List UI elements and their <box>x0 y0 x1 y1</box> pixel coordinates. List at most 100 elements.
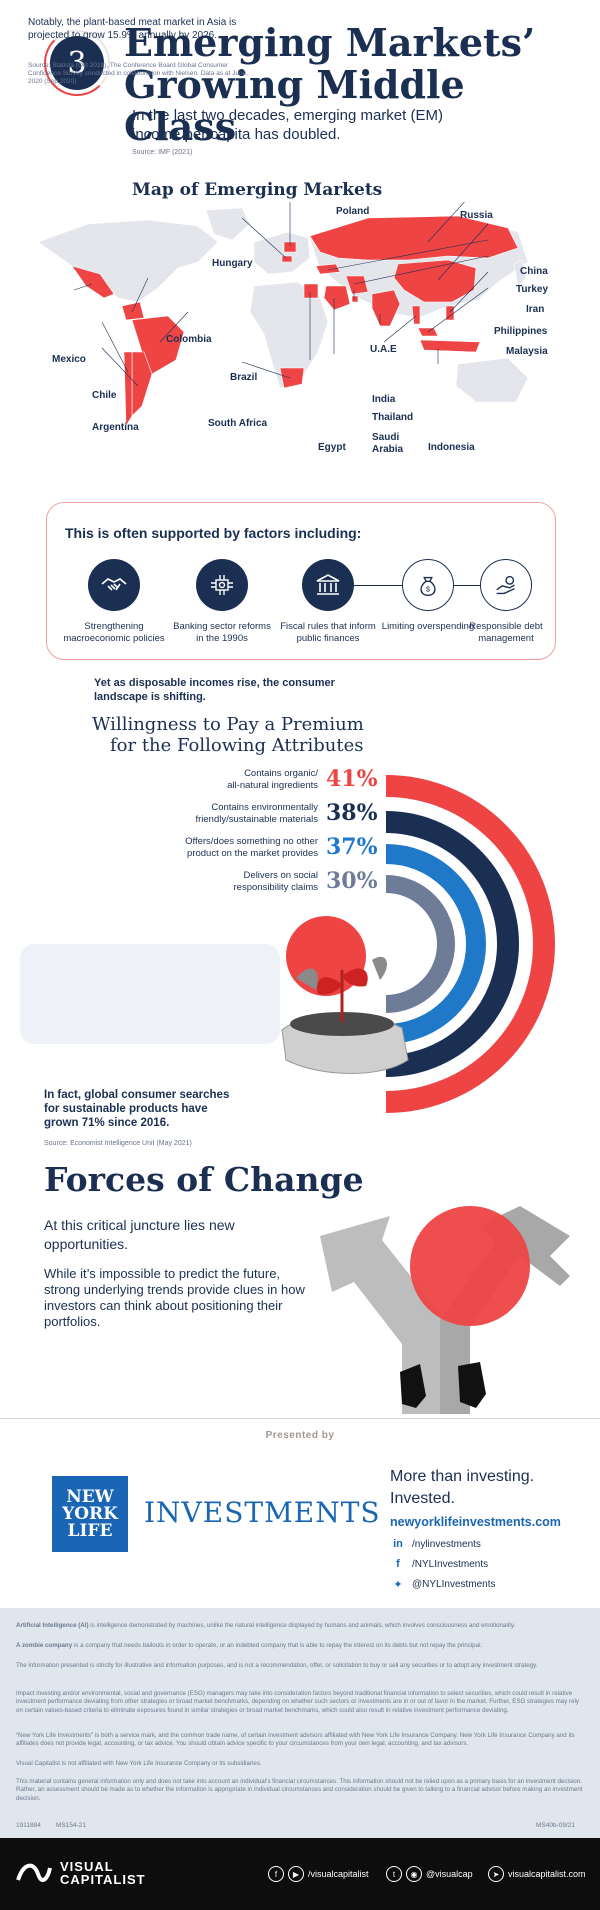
bank-network-icon <box>196 559 248 611</box>
map-label-hungary: Hungary <box>212 258 253 269</box>
visual-capitalist-logo[interactable]: VISUAL CAPITALIST <box>16 1858 146 1888</box>
footer-twitter-instagram-link[interactable]: t ◉ @visualcap <box>386 1866 473 1882</box>
map-label-iran: Iran <box>526 304 545 315</box>
sponsor-facebook-link[interactable]: f /NYLInvestments <box>392 1558 488 1570</box>
disclaimer-zombie: A zombie company is a company that needs… <box>16 1642 483 1649</box>
section-divider <box>0 1418 600 1419</box>
disclaimer-esg: Impact investing and/or environmental, s… <box>16 1690 579 1714</box>
attribute-percent: 38% <box>326 800 378 826</box>
attribute-label: Contains environmentally friendly/sustain… <box>195 802 318 825</box>
sponsor-tagline: More than investing. Invested. <box>390 1468 535 1507</box>
footer-website-link[interactable]: ➤ visualcapitalist.com <box>488 1866 586 1882</box>
map-label-argentina: Argentina <box>92 422 139 433</box>
disclaimer-nyl: “New York Life Investments” is both a se… <box>16 1732 575 1748</box>
factor-item: Banking sector reforms in the 1990s <box>171 559 273 645</box>
disclaimer-ai: Artificial Intelligence (AI) is intellig… <box>16 1622 516 1629</box>
disclaimer-general: This material contains general informati… <box>16 1778 583 1802</box>
page-title: Emerging Markets’ Growing Middle Class <box>124 22 584 148</box>
footer: VISUAL CAPITALIST f ▶ /visualcapitalist t… <box>0 1838 600 1910</box>
investments-wordmark: INVESTMENTS <box>144 1496 381 1529</box>
willingness-title: Willingness to Pay a Premium for the Fol… <box>92 714 392 756</box>
forces-lead: At this critical juncture lies new oppor… <box>44 1217 235 1252</box>
factor-label: Banking sector reforms in the 1990s <box>173 621 271 644</box>
map-russia <box>309 215 519 261</box>
map-mexico <box>71 265 115 299</box>
handshake-icon <box>88 559 140 611</box>
instagram-icon: ◉ <box>406 1866 422 1882</box>
map-hungary <box>281 255 293 263</box>
plant-in-hands-image <box>281 916 409 1074</box>
presented-by: Presented by <box>265 1430 335 1441</box>
forces-title: Forces of Change <box>44 1160 364 1199</box>
map-label-russia: Russia <box>460 210 493 221</box>
factor-item: $ Limiting overspending <box>377 559 479 633</box>
consumer-shift-text: Yet as disposable incomes rise, the cons… <box>94 677 335 703</box>
map-egypt <box>303 283 319 299</box>
map-label-chile: Chile <box>92 390 117 401</box>
attribute-label: Delivers on social responsibility claims <box>233 870 318 893</box>
plant-based-callout <box>20 944 280 1044</box>
map-label-philippines: Philippines <box>494 326 548 337</box>
facebook-icon: f <box>396 1558 400 1570</box>
disclaimer-code: MS154-21 <box>56 1822 86 1829</box>
twitter-icon: ✦ <box>393 1579 403 1591</box>
money-bag-icon: $ <box>402 559 454 611</box>
map-label-thailand: Thailand <box>372 412 414 423</box>
premium-rings-chart <box>385 775 555 1113</box>
institution-icon <box>302 559 354 611</box>
section-number: 3 <box>50 36 104 90</box>
attribute-label: Offers/does something no other product on… <box>185 836 318 859</box>
plant-based-source: Source: Statista (Oct 2019), The Confere… <box>28 62 249 85</box>
map-label-colombia: Colombia <box>166 334 212 345</box>
factor-label: Responsible debt management <box>469 621 543 644</box>
willingness-title-line2: for the Following Attributes <box>110 735 364 756</box>
attribute-percent: 37% <box>326 834 378 860</box>
footer-facebook-youtube-link[interactable]: f ▶ /visualcapitalist <box>268 1866 369 1882</box>
map-title: Map of Emerging Markets <box>132 180 383 200</box>
disclaimer-affiliation: Visual Capitalist is not affiliated with… <box>16 1760 262 1767</box>
disclaimer-info: The information presented is strictly fo… <box>16 1662 538 1669</box>
plant-based-text: Notably, the plant-based meat market in … <box>28 17 237 41</box>
youtube-icon: ▶ <box>288 1866 304 1882</box>
factor-item: Strengthening macroeconomic policies <box>63 559 165 645</box>
hand-coin-icon <box>480 559 532 611</box>
map-label-mexico: Mexico <box>52 354 86 365</box>
attribute-label: Contains organic/all-natural ingredients <box>227 768 318 791</box>
forces-body: While it’s impossible to predict the fut… <box>44 1266 305 1329</box>
page-subtitle: In the last two decades, emerging market… <box>132 107 443 143</box>
map-label-south-africa: South Africa <box>208 418 268 429</box>
map-uae <box>351 295 359 303</box>
map-label-turkey: Turkey <box>516 284 549 295</box>
sponsor-twitter-link[interactable]: ✦ @NYLInvestments <box>393 1579 496 1591</box>
factors-box: This is often supported by factors inclu… <box>46 502 556 660</box>
disclaimer-section: Artificial Intelligence (AI) is intellig… <box>0 1608 600 1838</box>
map-turkey <box>315 263 341 275</box>
factor-item: Fiscal rules that inform public finances <box>277 559 379 645</box>
factor-label: Limiting overspending <box>381 621 475 632</box>
map-label-india: India <box>372 394 396 405</box>
map-colombia <box>121 301 145 321</box>
factors-title: This is often supported by factors inclu… <box>65 525 362 541</box>
sponsor-linkedin-link[interactable]: in /nylinvestments <box>393 1538 481 1550</box>
map-label-malaysia: Malaysia <box>506 346 548 357</box>
map-south-africa <box>279 367 305 389</box>
factor-item: Responsible debt management <box>455 559 557 645</box>
title-line1: Emerging Markets’ <box>124 20 536 65</box>
map-label-poland: Poland <box>336 206 370 217</box>
svg-text:$: $ <box>426 585 431 594</box>
attribute-percent: 30% <box>326 868 378 894</box>
premium-ring <box>385 875 455 1013</box>
title-line2: Growing Middle Class <box>124 62 465 149</box>
crossroads-arrows-image <box>320 1206 570 1414</box>
map-label-brazil: Brazil <box>230 372 258 383</box>
new-york-life-logo[interactable]: NEW YORK LIFE <box>52 1476 128 1552</box>
map-label-saudi-arabia: Saudi Arabia <box>372 432 404 455</box>
disclaimer-code: 1911884 <box>16 1822 41 1829</box>
premium-ring <box>385 775 555 1113</box>
sponsor-website-link[interactable]: newyorklifeinvestments.com <box>390 1515 561 1529</box>
map-label-egypt: Egypt <box>318 442 346 453</box>
map-label-uae: U.A.E <box>370 344 397 355</box>
vc-wave-icon <box>16 1863 52 1883</box>
searches-source: Source: Economist Intelligence Unit (May… <box>44 1140 192 1147</box>
